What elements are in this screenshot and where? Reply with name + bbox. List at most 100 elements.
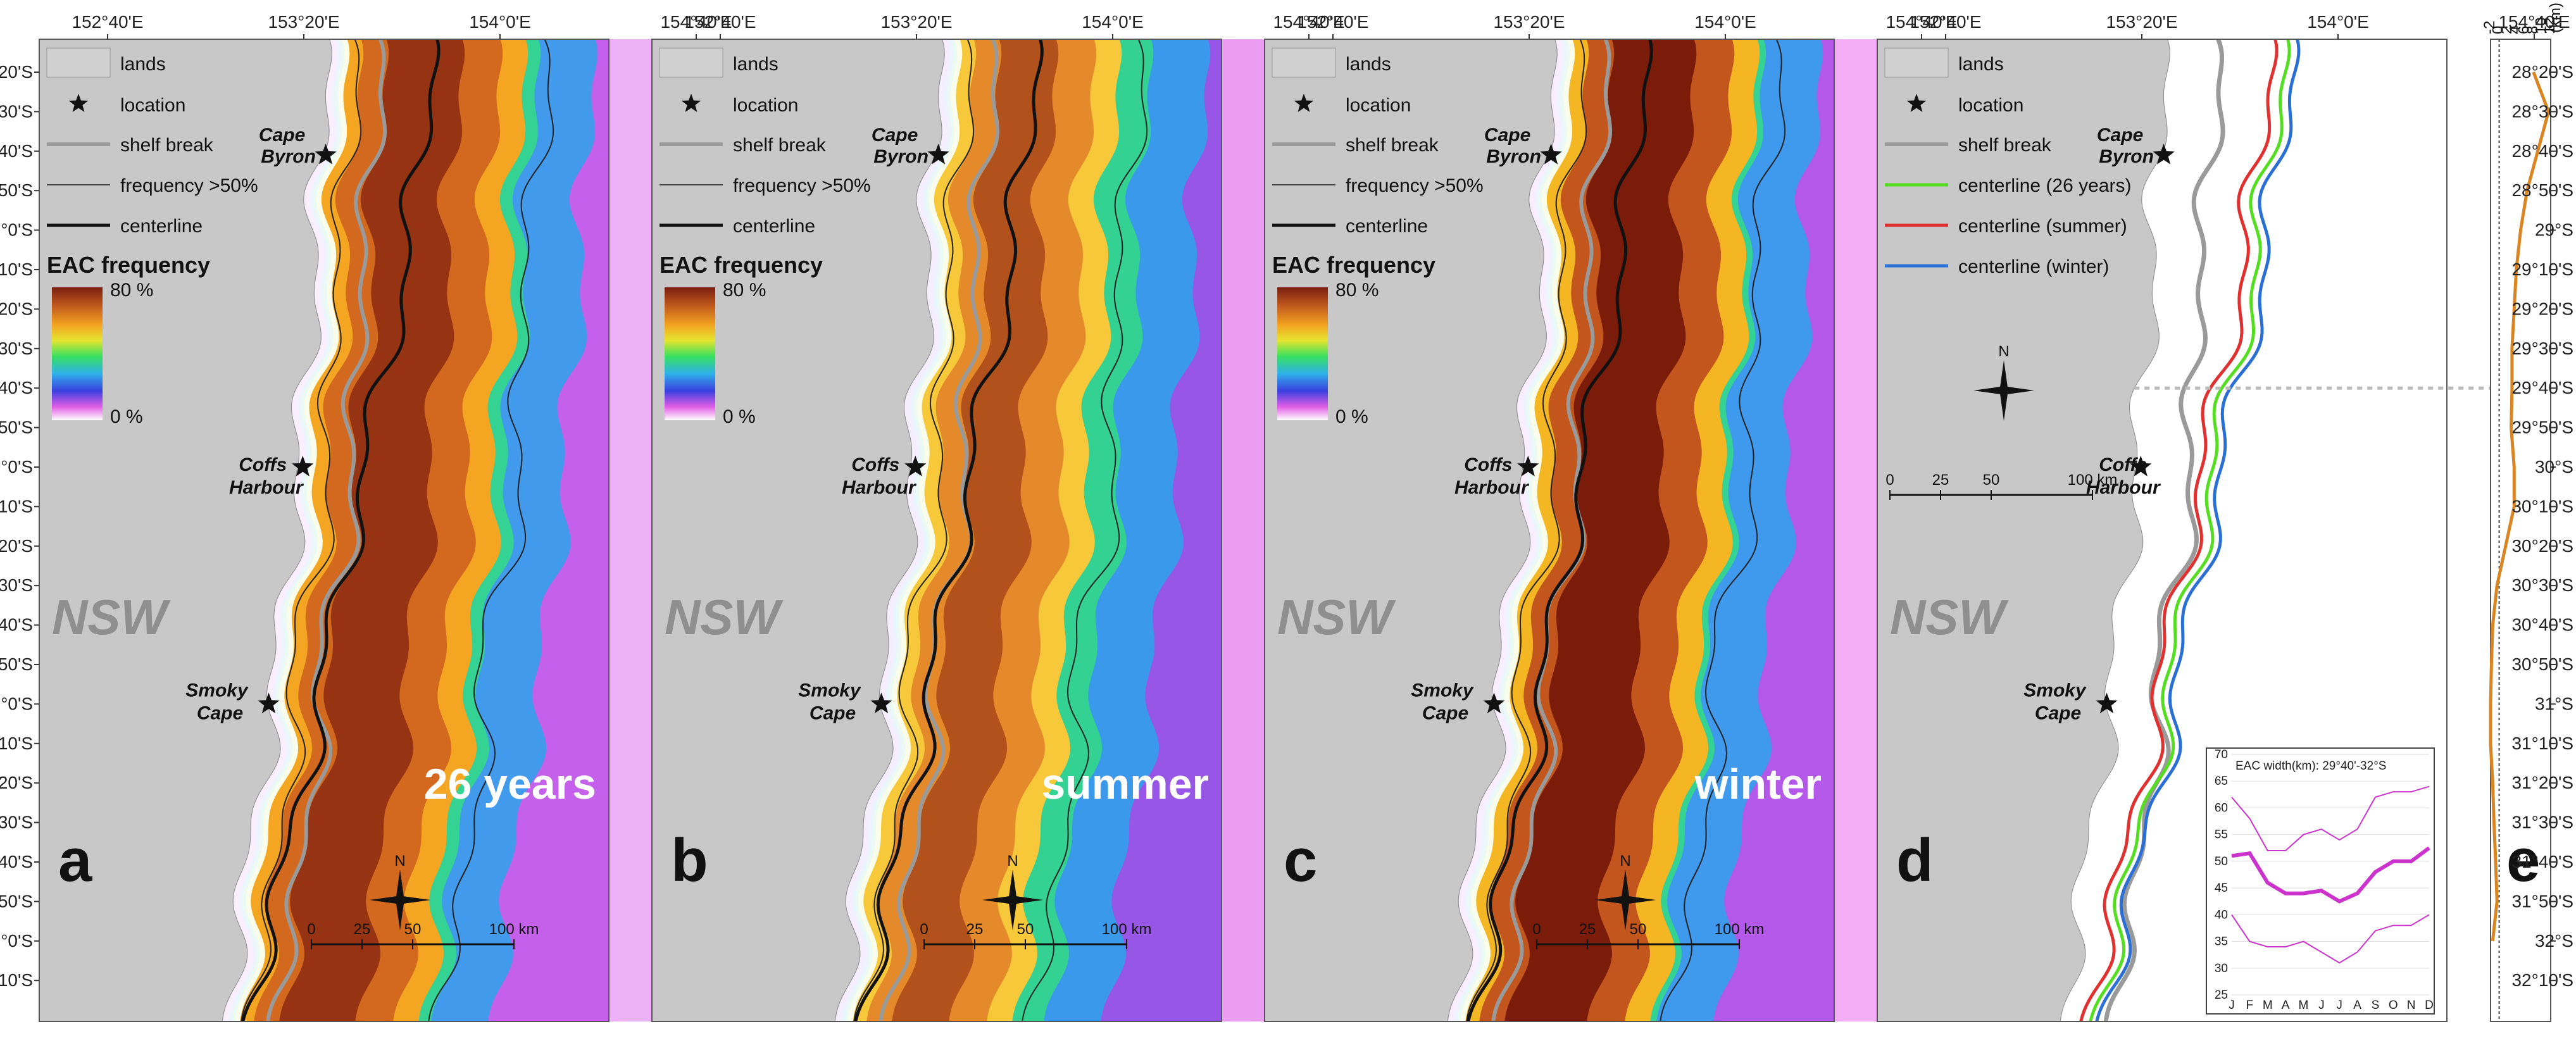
- lat-tick-label: 29°20'S: [0, 299, 33, 318]
- lat-tick-label: 32°0'S: [0, 931, 33, 951]
- location-star-icon: [292, 456, 314, 477]
- lat-tick-label: 31°20'S: [0, 773, 33, 792]
- legend-location-label: location: [733, 95, 798, 116]
- scale-label: 0: [307, 921, 315, 938]
- scale-label: 50: [1017, 921, 1034, 938]
- lat-tick-label: 29°30'S: [0, 339, 33, 358]
- inset-series-line: [2231, 846, 2430, 904]
- lon-tick-label: 154°40'E: [1273, 12, 1344, 32]
- legend-cwinter-label: centerline (winter): [1958, 256, 2109, 277]
- colorbar: [52, 287, 103, 420]
- lat-tick-right-label: 31°40'S: [2511, 852, 2573, 871]
- north-label: N: [1620, 853, 1630, 870]
- inset-xtick: A: [2353, 999, 2361, 1012]
- panel-frame: [1264, 39, 1835, 1022]
- inset-ytick: 45: [2215, 882, 2228, 895]
- colorbar-max-label: 80 %: [110, 280, 153, 301]
- season-label: summer: [1041, 760, 1209, 808]
- season-label: 26 years: [424, 760, 596, 808]
- frequency-contour-outer: [428, 39, 554, 1022]
- lat-tick-right-label: 30°20'S: [2511, 536, 2573, 556]
- panel-frame: [651, 39, 1222, 1022]
- lat-tick-right-label: 29°10'S: [2511, 259, 2573, 279]
- scale-label: 0: [920, 921, 928, 938]
- legend-lands-swatch: [46, 47, 111, 78]
- lat-tick-right-label: 31°10'S: [2511, 734, 2573, 753]
- inset-ytick: 65: [2215, 775, 2228, 788]
- location-star-icon: [870, 692, 892, 713]
- inset-series-line: [2231, 785, 2430, 851]
- region-label: NSW: [1890, 589, 2009, 645]
- inset-ytick: 70: [2215, 748, 2228, 761]
- lat-tick-right-label: 30°40'S: [2511, 615, 2573, 635]
- nearshore-strip: [220, 39, 350, 1021]
- lat-tick-label: 30°40'S: [0, 615, 33, 635]
- lon-tick-label: 154°0'E: [2307, 12, 2369, 32]
- panel-c: lands location shelf break frequency >50% ce…: [1264, 39, 2001, 1022]
- legend-lands-label: lands: [733, 54, 778, 75]
- lat-tick-right-label: 29°50'S: [2511, 418, 2573, 437]
- scale-label: 25: [966, 921, 984, 938]
- lat-tick-label: 31°50'S: [0, 891, 33, 911]
- lon-tick-label: 152°40'E: [1297, 12, 1368, 32]
- land-area: [651, 39, 945, 1022]
- north-label: N: [1007, 853, 1018, 870]
- inset-ytick: 60: [2215, 801, 2228, 815]
- panel-letter: c: [1284, 827, 1317, 894]
- scale-label: 50: [1630, 921, 1647, 938]
- location-star-icon: [1294, 94, 1314, 112]
- location-star-icon: [904, 456, 927, 477]
- location-star-icon: [681, 94, 701, 112]
- compass-ew: [370, 896, 430, 904]
- legend-centerline-label: centerline: [120, 216, 203, 237]
- city-label: Coffs: [239, 454, 287, 475]
- lat-tick-right-label: 29°S: [2535, 220, 2573, 240]
- location-star-icon: [1517, 456, 1539, 477]
- legend-centerline-label: centerline: [1346, 216, 1428, 237]
- inset-title: EAC width(km): 29°40'-32°S: [2235, 759, 2386, 773]
- lat-tick-right-label: 30°50'S: [2511, 654, 2573, 674]
- city-label: Harbour: [229, 477, 304, 498]
- panel-e-xtick: 6: [2515, 26, 2532, 34]
- legend-shelf-label: shelf break: [1346, 135, 1439, 156]
- lat-tick-right-label: 29°30'S: [2511, 339, 2573, 358]
- lat-tick-right-label: 29°40'S: [2511, 378, 2573, 397]
- lon-tick-label: 152°40'E: [1910, 12, 1981, 32]
- inset-ytick: 35: [2215, 935, 2228, 949]
- lat-tick-label: 31°0'S: [0, 694, 33, 713]
- location-star-icon: [258, 692, 280, 713]
- north-label: N: [394, 853, 405, 870]
- legend-shelf-label: shelf break: [733, 135, 827, 156]
- panel-frame: [2490, 39, 2551, 1022]
- inset-xtick: D: [2425, 999, 2434, 1012]
- colorbar-title: EAC frequency: [1272, 252, 1435, 278]
- lat-tick-label: 30°10'S: [0, 496, 33, 516]
- city-label: Smoky: [798, 680, 861, 701]
- season-label: winter: [1694, 760, 1822, 808]
- colorbar-min-label: 0 %: [1335, 406, 1368, 427]
- north-arrow-icon: N: [1595, 853, 1656, 930]
- panel-e-unit: (km): [2547, 3, 2564, 33]
- centerline-summer: [2079, 39, 2279, 1022]
- land-area: [1877, 39, 2170, 1022]
- inset-xtick: N: [2407, 999, 2416, 1012]
- scale-label: 25: [354, 921, 371, 938]
- lat-tick-right-label: 31°50'S: [2511, 891, 2573, 911]
- location-star-icon: [2130, 456, 2152, 477]
- panel-e-xtick: 10: [2532, 17, 2549, 34]
- lat-tick-label: 28°20'S: [0, 62, 33, 82]
- centerline: [854, 39, 1044, 1022]
- panel-e-xtick: 0: [2490, 26, 2507, 34]
- lat-tick-label: 31°30'S: [0, 813, 33, 832]
- lat-tick-right-label: 30°S: [2535, 457, 2573, 477]
- colorbar-max-label: 80 %: [1335, 280, 1379, 301]
- lon-tick-label: 154°0'E: [469, 12, 531, 32]
- inset-ytick: 30: [2215, 962, 2228, 975]
- legend-shelf-label: shelf break: [1958, 135, 2052, 156]
- legend-lands-label: lands: [1958, 54, 2004, 75]
- centerline: [1466, 39, 1653, 1022]
- panel-b: lands location shelf break frequency >50% ce…: [651, 39, 1388, 1022]
